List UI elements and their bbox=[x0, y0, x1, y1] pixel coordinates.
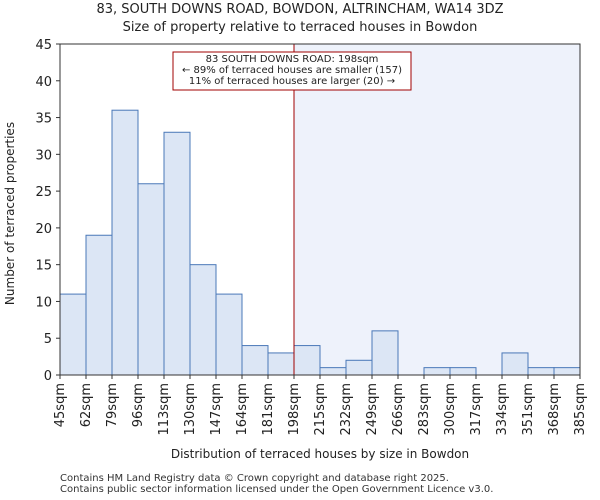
y-tick-label: 40 bbox=[35, 75, 52, 90]
histogram-bar bbox=[501, 352, 529, 376]
histogram-bar bbox=[449, 367, 477, 376]
annotation-box bbox=[172, 51, 412, 91]
x-tick-label: 45sqm bbox=[53, 383, 68, 427]
x-tick-label: 147sqm bbox=[209, 383, 224, 436]
highlight-region bbox=[294, 44, 580, 375]
footer: Contains HM Land Registry data © Crown c… bbox=[60, 473, 493, 495]
y-tick-label: 10 bbox=[35, 295, 52, 310]
x-tick-label: 351sqm bbox=[521, 383, 536, 436]
x-tick-label: 266sqm bbox=[391, 383, 406, 436]
histogram-bar bbox=[215, 293, 243, 376]
annotation-line-2: ← 89% of terraced houses are smaller (15… bbox=[182, 65, 402, 76]
x-tick-label: 283sqm bbox=[417, 383, 432, 436]
y-tick-label: 35 bbox=[35, 112, 52, 127]
y-tick-label: 45 bbox=[35, 38, 52, 53]
histogram-bar bbox=[293, 345, 321, 376]
y-tick-label: 30 bbox=[35, 148, 52, 163]
x-tick-label: 96sqm bbox=[131, 383, 146, 427]
histogram-chart: 0 5 10 15 20 25 30 35 40 45 45sqm 62sqm 79sqm 96sqm 1… bbox=[3, 38, 588, 461]
y-tick-label: 5 bbox=[44, 332, 52, 347]
x-tick-label: 317sqm bbox=[469, 383, 484, 436]
x-tick-label: 334sqm bbox=[495, 383, 510, 436]
y-tick-label: 15 bbox=[35, 259, 52, 274]
histogram-bar bbox=[241, 345, 269, 376]
histogram-bar bbox=[59, 293, 87, 376]
x-tick-label: 368sqm bbox=[547, 383, 562, 436]
y-tick-label: 25 bbox=[35, 185, 52, 200]
x-tick-label: 249sqm bbox=[365, 383, 380, 436]
x-tick-label: 300sqm bbox=[443, 383, 458, 436]
chart-title: 83, SOUTH DOWNS ROAD, BOWDON, ALTRINCHAM… bbox=[96, 2, 504, 17]
x-tick-label: 181sqm bbox=[261, 383, 276, 436]
x-tick-label: 215sqm bbox=[313, 383, 328, 436]
histogram-bar bbox=[85, 234, 113, 376]
x-tick-label: 232sqm bbox=[339, 383, 354, 436]
footer-line-1: Contains HM Land Registry data © Crown c… bbox=[60, 473, 449, 484]
histogram-bar bbox=[423, 367, 451, 376]
annotation-line-1: 83 SOUTH DOWNS ROAD: 198sqm bbox=[206, 54, 379, 65]
x-tick-label: 62sqm bbox=[79, 383, 94, 427]
y-tick-label: 20 bbox=[35, 222, 52, 237]
histogram-bar bbox=[267, 352, 295, 376]
x-tick-label: 79sqm bbox=[105, 383, 120, 427]
annotation-line-3: 11% of terraced houses are larger (20) → bbox=[189, 76, 395, 87]
y-tick-label: 0 bbox=[44, 369, 52, 384]
histogram-bar bbox=[137, 183, 165, 376]
x-tick-label: 198sqm bbox=[287, 383, 302, 436]
histogram-bar bbox=[189, 264, 217, 376]
histogram-bar bbox=[111, 109, 139, 376]
x-tick-label: 130sqm bbox=[183, 383, 198, 436]
histogram-bar bbox=[527, 367, 555, 376]
histogram-bar bbox=[345, 359, 373, 376]
histogram-bar bbox=[319, 367, 347, 376]
y-axis-label: Number of terraced properties bbox=[3, 122, 17, 305]
histogram-bar bbox=[371, 330, 399, 376]
histogram-bar bbox=[163, 131, 191, 376]
footer-line-2: Contains public sector information licen… bbox=[60, 484, 494, 495]
histogram-bar bbox=[553, 367, 581, 376]
x-axis-label: Distribution of terraced houses by size … bbox=[171, 447, 469, 461]
x-tick-label: 113sqm bbox=[157, 383, 172, 436]
chart-subtitle: Size of property relative to terraced ho… bbox=[122, 20, 478, 35]
x-tick-label: 164sqm bbox=[235, 383, 250, 436]
x-tick-label: 385sqm bbox=[573, 383, 588, 436]
